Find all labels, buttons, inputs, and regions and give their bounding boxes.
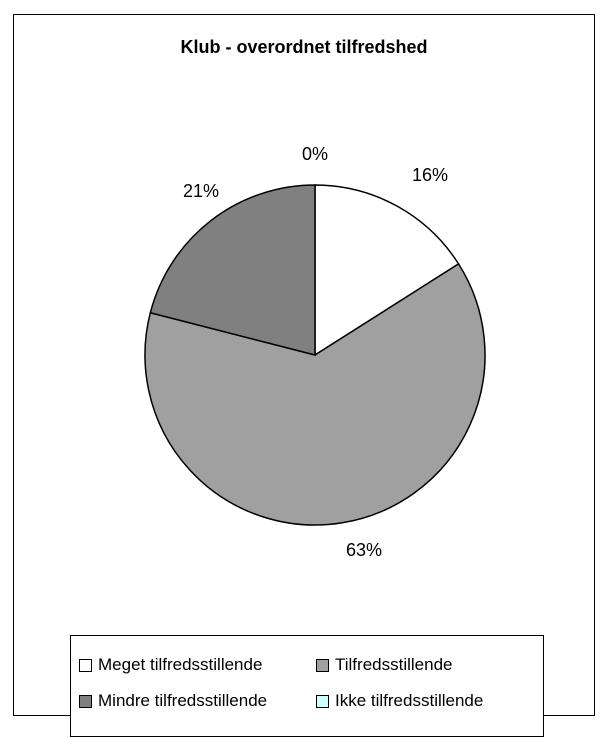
legend-item-tilfreds: Tilfredsstillende [316, 655, 452, 675]
legend-item-ikke: Ikke tilfredsstillende [316, 691, 483, 711]
pie-slice [149, 184, 316, 356]
pie-slice [314, 184, 460, 357]
legend-item-meget: Meget tilfredsstillende [79, 655, 262, 675]
legend-item-mindre: Mindre tilfredsstillende [79, 691, 267, 711]
data-label: 16% [412, 165, 448, 185]
legend-label: Ikke tilfredsstillende [335, 691, 484, 710]
chart-area: Klub - overordnet tilfredshed 16% 63% 21% 0… [13, 14, 595, 737]
chart-title: Klub - overordnet tilfredshed [180, 37, 428, 57]
legend: Meget tilfredsstillende Tilfredsstillend… [70, 635, 544, 737]
legend-swatch [79, 694, 92, 708]
pie-chart: 16% 63% 21% 0% [144, 144, 486, 560]
legend-label: Tilfredsstillende [335, 655, 453, 674]
data-label: 63% [346, 540, 382, 560]
legend-label: Mindre tilfredsstillende [98, 691, 268, 710]
legend-swatch [316, 694, 329, 708]
data-label: 0% [302, 144, 328, 164]
legend-swatch [316, 658, 329, 672]
legend-swatch [79, 658, 92, 672]
data-label: 21% [183, 181, 219, 201]
legend-label: Meget tilfredsstillende [98, 655, 263, 674]
pie-slice [144, 262, 486, 526]
